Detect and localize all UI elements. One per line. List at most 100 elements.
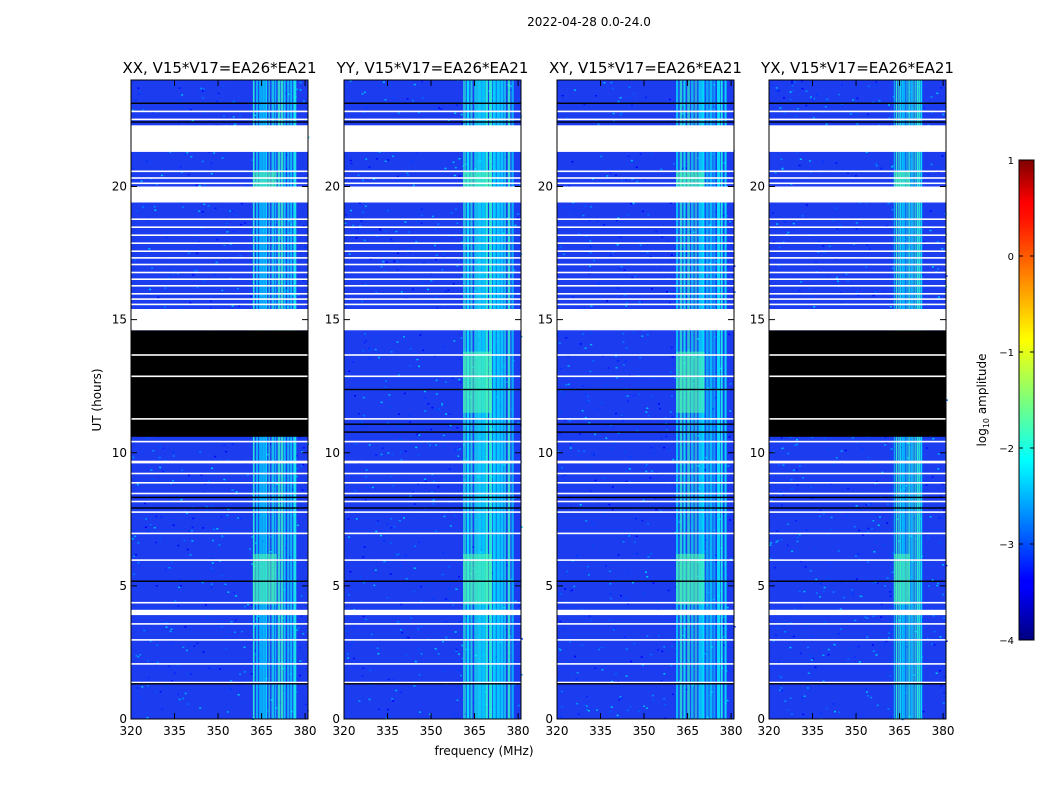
flag-line (131, 226, 308, 228)
colorbar-tick-label: −3 (999, 540, 1014, 551)
flag-line (131, 492, 308, 495)
flag-line (344, 482, 521, 484)
flag-line (131, 263, 308, 266)
flag-line (344, 472, 521, 475)
flagged-range (769, 460, 946, 464)
y-tick-label: 10 (325, 446, 340, 460)
black-line (769, 102, 946, 104)
x-tick-label: 365 (676, 724, 699, 738)
flag-line (769, 170, 946, 173)
y-tick-label: 10 (112, 446, 127, 460)
flag-line (344, 601, 521, 604)
black-line (557, 423, 734, 425)
black-line (769, 431, 946, 433)
black-line (131, 683, 308, 685)
flag-line (769, 177, 946, 179)
black-line (557, 496, 734, 499)
flag-line (344, 271, 521, 274)
flag-line (769, 257, 946, 259)
flag-line (557, 218, 734, 220)
flagged-range (557, 309, 734, 331)
y-tick-label: 5 (119, 579, 127, 593)
blacked-out-region (131, 330, 308, 437)
black-line (557, 431, 734, 433)
black-line (131, 496, 308, 499)
flag-line (557, 482, 734, 484)
flagged-range (344, 186, 521, 203)
y-tick-label: 0 (119, 712, 127, 726)
x-tick-label: 380 (932, 724, 955, 738)
flag-line (557, 170, 734, 173)
flag-line (131, 257, 308, 259)
flag-line (131, 681, 308, 684)
black-line (131, 121, 308, 123)
flag-line (344, 170, 521, 173)
x-tick-label: 320 (333, 724, 356, 738)
axes-frame (768, 79, 947, 720)
y-tick-label: 5 (757, 579, 765, 593)
y-tick-label: 20 (538, 180, 553, 194)
flag-line (557, 182, 734, 185)
x-tick-label: 320 (546, 724, 569, 738)
x-tick-label: 335 (163, 724, 186, 738)
flagged-range (344, 125, 521, 152)
flag-line (769, 271, 946, 274)
y-tick-label: 15 (750, 313, 765, 327)
panel-3: XY, V15*V17=EA26*EA21 320 335 350 365 380 0 5 10… (538, 59, 743, 738)
x-tick-label: 350 (207, 724, 230, 738)
axes-frame (130, 79, 309, 720)
flag-line (769, 532, 946, 535)
flag-line (344, 639, 521, 641)
flag-line (769, 278, 946, 280)
x-axis-label: frequency (MHz) (434, 744, 533, 758)
flag-line (131, 242, 308, 244)
flag-line (344, 234, 521, 236)
flag-line (344, 532, 521, 535)
black-line (769, 388, 946, 391)
black-line (131, 507, 308, 509)
black-line (344, 580, 521, 582)
x-tick-label: 320 (758, 724, 781, 738)
x-tick-label: 320 (120, 724, 143, 738)
flag-line (769, 559, 946, 561)
panel-1: XX, V15*V17=EA26*EA21 320 335 350 365 380 0 5 10… (112, 59, 317, 738)
black-line (769, 580, 946, 582)
flag-line (769, 285, 946, 287)
black-line (344, 102, 521, 104)
flag-line (344, 177, 521, 179)
flagged-range (131, 309, 308, 331)
flag-line (557, 257, 734, 259)
black-line (557, 683, 734, 685)
black-line (344, 496, 521, 499)
flag-line (131, 285, 308, 287)
colorbar-tick-label: 1 (1008, 156, 1014, 167)
x-tick-label: 380 (720, 724, 743, 738)
black-line (557, 507, 734, 509)
flag-line (557, 663, 734, 665)
flag-line (557, 354, 734, 356)
x-tick-label: 380 (507, 724, 530, 738)
black-line (769, 683, 946, 685)
x-tick-label: 335 (801, 724, 824, 738)
x-tick-label: 335 (589, 724, 612, 738)
flag-line (131, 250, 308, 252)
black-line (344, 431, 521, 433)
flag-line (344, 663, 521, 665)
flag-line (769, 500, 946, 503)
flag-line (769, 110, 946, 113)
black-line (344, 507, 521, 509)
y-tick-label: 15 (325, 313, 340, 327)
flag-line (344, 242, 521, 244)
flag-line (557, 601, 734, 604)
flag-line (769, 663, 946, 665)
flag-line (769, 182, 946, 185)
flag-line (769, 263, 946, 266)
flag-line (131, 511, 308, 513)
flag-line (131, 110, 308, 113)
flag-line (557, 639, 734, 641)
flag-line (769, 298, 946, 300)
flagged-range (557, 609, 734, 616)
x-tick-label: 380 (294, 724, 317, 738)
flag-line (131, 418, 308, 420)
flagged-range (769, 609, 946, 616)
